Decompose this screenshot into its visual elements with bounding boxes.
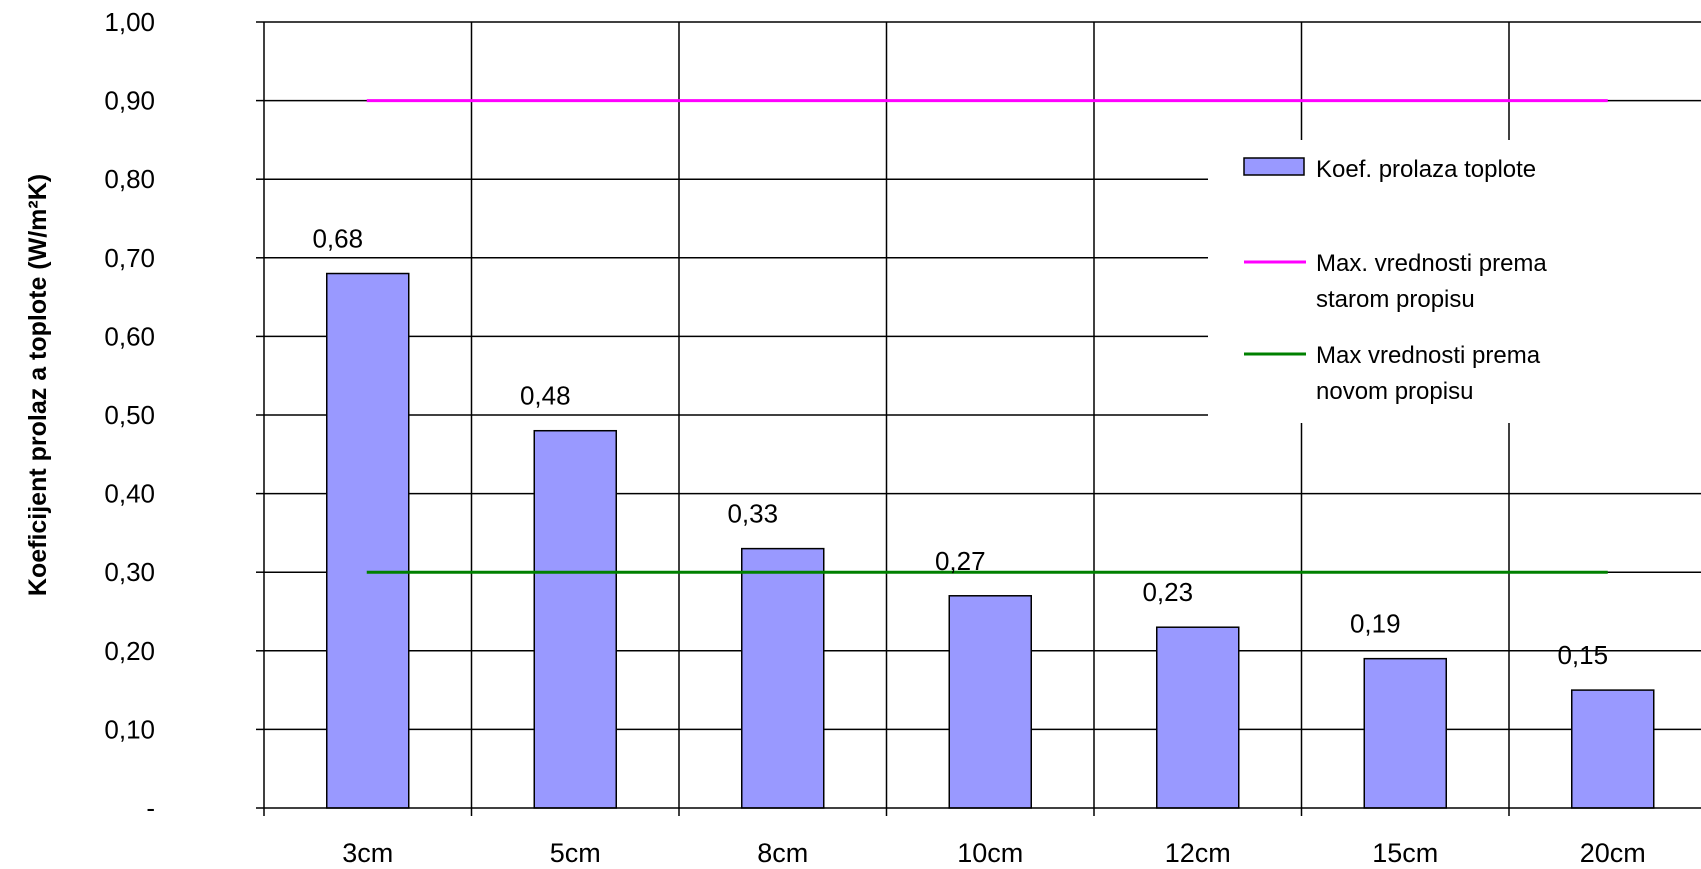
y-tick-label: 0,50 (104, 400, 155, 430)
y-tick-label: - (146, 793, 155, 823)
y-axis-label: Koeficijent prolaz a toplote (W/m²K) (24, 174, 52, 596)
y-tick-label: 0,60 (104, 321, 155, 351)
bar-value-label: 0,15 (1557, 640, 1608, 670)
legend-label: novom propisu (1316, 378, 1473, 405)
bar-value-label: 0,27 (935, 546, 986, 576)
x-tick-label: 15cm (1372, 838, 1438, 868)
legend-label: Koef. prolaza toplote (1316, 156, 1536, 183)
legend: Koef. prolaza toplote Max. vrednosti prem… (1208, 140, 1701, 423)
legend-label: starom propisu (1316, 286, 1475, 313)
bar (326, 272, 410, 809)
line-series (366, 99, 1608, 574)
legend-label: Max. vrednosti prema (1316, 250, 1547, 277)
bar (741, 547, 825, 809)
x-tick-label: 5cm (550, 838, 601, 868)
bar (1363, 657, 1447, 809)
bar-value-label: 0,33 (727, 499, 778, 529)
grid (264, 21, 1701, 808)
bar-value-label: 0,48 (520, 381, 571, 411)
x-tick-labels: 3cm 5cm 8cm 10cm 12cm 15cm 20cm (342, 838, 1646, 868)
x-tick-label: 3cm (342, 838, 393, 868)
x-tick-label: 8cm (757, 838, 808, 868)
y-tick-label: 0,40 (104, 479, 155, 509)
y-tick-label: 0,20 (104, 636, 155, 666)
y-tick-labels: 1,00 0,90 0,80 0,70 0,60 0,50 0,40 0,30 0,20 0,10… (104, 7, 155, 823)
axes (256, 21, 1701, 816)
bar-value-label: 0,68 (312, 224, 363, 254)
y-tick-label: 0,30 (104, 557, 155, 587)
legend-swatch (1243, 157, 1305, 176)
x-tick-label: 10cm (957, 838, 1023, 868)
y-tick-label: 0,10 (104, 714, 155, 744)
legend-box (1208, 140, 1701, 423)
x-tick-label: 20cm (1580, 838, 1646, 868)
data-labels: 0,68 0,48 0,33 0,27 0,23 0,19 0,15 (312, 224, 1608, 671)
y-tick-label: 0,80 (104, 164, 155, 194)
y-tick-label: 0,90 (104, 86, 155, 116)
bar (948, 595, 1032, 809)
bar (1571, 689, 1655, 809)
y-tick-label: 1,00 (104, 7, 155, 37)
bar-value-label: 0,23 (1142, 577, 1193, 607)
x-tick-label: 12cm (1165, 838, 1231, 868)
bar (533, 429, 617, 809)
legend-label: Max vrednosti prema (1316, 342, 1541, 369)
bar-value-label: 0,19 (1350, 609, 1401, 639)
y-tick-label: 0,70 (104, 243, 155, 273)
bar-series (326, 272, 1655, 809)
bar (1156, 626, 1240, 809)
